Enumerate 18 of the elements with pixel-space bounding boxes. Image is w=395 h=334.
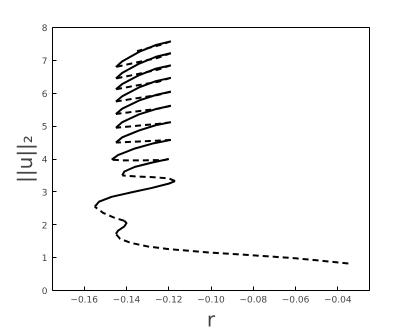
y-tick-label: 2 (42, 221, 48, 232)
y-tick-label: 4 (42, 156, 48, 166)
x-tick-label: −0.06 (282, 296, 310, 306)
y-tick-label: 8 (42, 24, 48, 34)
y-tick-label: 3 (42, 188, 48, 198)
x-tick-label: −0.08 (239, 296, 268, 306)
y-tick-label: 0 (42, 287, 48, 297)
y-tick-label: 5 (42, 122, 48, 133)
y-tick-label: 6 (42, 90, 48, 100)
x-tick-label: −0.14 (112, 296, 141, 306)
x-tick-label: −0.04 (324, 296, 352, 306)
x-tick-label: −0.12 (154, 296, 183, 306)
y-axis-title: ||u||₂ (12, 135, 37, 183)
x-tick-label: −0.10 (197, 296, 226, 306)
x-tick-label: −0.16 (70, 296, 98, 306)
y-tick-label: 1 (42, 254, 48, 264)
x-axis-title: r (206, 308, 216, 332)
y-tick-label: 7 (42, 56, 48, 67)
